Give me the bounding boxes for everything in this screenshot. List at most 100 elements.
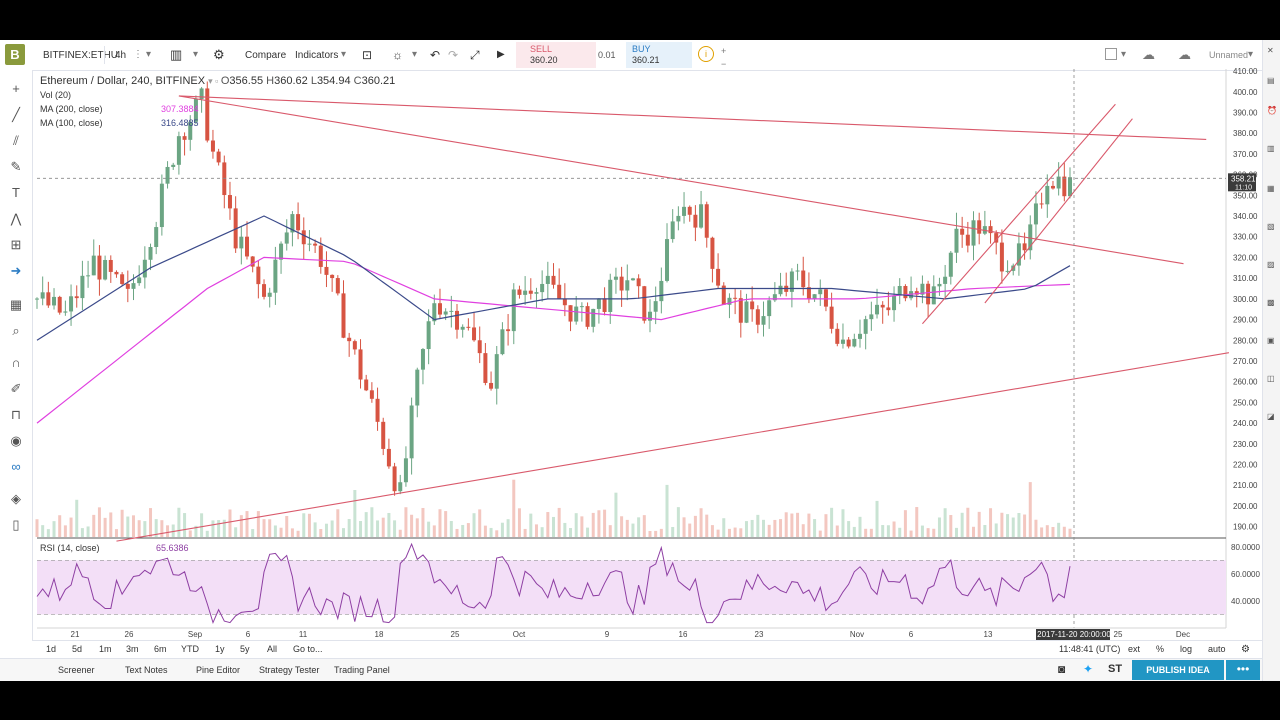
- symbol-search-input[interactable]: BITFINEX:ETHU: [43, 50, 119, 61]
- more-options-button[interactable]: •••: [1226, 660, 1260, 680]
- calendar-icon[interactable]: ▧: [1267, 222, 1275, 231]
- chevron-down-icon[interactable]: ▾: [193, 49, 199, 60]
- hotlist-icon[interactable]: ▦: [1267, 184, 1275, 193]
- alerts-icon[interactable]: ⏰: [1267, 106, 1277, 115]
- tab-strategy-tester[interactable]: Strategy Tester: [259, 665, 320, 675]
- range-5d[interactable]: 5d: [72, 644, 83, 654]
- tab-trading-panel[interactable]: Trading Panel: [334, 665, 390, 675]
- range-1d[interactable]: 1d: [46, 644, 57, 654]
- fullscreen-icon[interactable]: ⤢: [470, 48, 480, 62]
- compare-button[interactable]: Compare: [245, 50, 287, 61]
- replay-icon[interactable]: ▶: [497, 49, 505, 60]
- lock-icon[interactable]: ⊓: [10, 407, 22, 422]
- link-icon[interactable]: ∞: [11, 459, 21, 474]
- info-icon[interactable]: i: [698, 46, 714, 62]
- brush-icon[interactable]: ✎: [10, 159, 22, 174]
- legend-menu-icon[interactable]: ▾ ▫: [208, 76, 221, 86]
- pitchfork-icon[interactable]: ⫽: [13, 133, 19, 148]
- range-6m[interactable]: 6m: [154, 644, 167, 654]
- tab-text-notes[interactable]: Text Notes: [125, 665, 168, 675]
- measure-icon[interactable]: ▦: [9, 297, 23, 312]
- layout-icon[interactable]: [1105, 48, 1117, 60]
- range-3m[interactable]: 3m: [126, 644, 139, 654]
- chart-style-candles-icon[interactable]: ▥: [170, 47, 183, 62]
- text-icon[interactable]: T: [12, 185, 20, 200]
- goto-date-button[interactable]: Go to...: [293, 644, 323, 654]
- trendline: [984, 118, 1133, 304]
- streams-icon[interactable]: ▣: [1267, 336, 1275, 345]
- watchlist-icon[interactable]: ▤: [1267, 76, 1275, 85]
- stocktwits-icon[interactable]: ST: [1108, 663, 1123, 675]
- templates-icon[interactable]: ⊡: [362, 48, 373, 62]
- range-ytd[interactable]: YTD: [181, 644, 199, 654]
- data-window-icon[interactable]: ▥: [1267, 144, 1275, 153]
- redo-icon[interactable]: ↷: [448, 48, 459, 62]
- tab-screener[interactable]: Screener: [58, 665, 95, 675]
- gear-icon[interactable]: ⚙: [1241, 644, 1250, 655]
- tab-pine-editor[interactable]: Pine Editor: [196, 665, 241, 675]
- publish-idea-button[interactable]: PUBLISH IDEA: [1132, 660, 1224, 680]
- interval-menu-icon[interactable]: ⋮: [133, 49, 143, 60]
- volume-bar: [994, 523, 998, 537]
- interval-button[interactable]: 4h: [115, 50, 127, 61]
- candle-body: [284, 232, 289, 244]
- volume-bar: [807, 513, 811, 537]
- gear-icon[interactable]: ⚙: [213, 47, 225, 62]
- candle-body: [398, 482, 403, 492]
- candle-body: [579, 306, 584, 308]
- close-icon[interactable]: ✕: [1267, 46, 1274, 55]
- candle-body: [540, 283, 545, 293]
- chevron-down-icon[interactable]: ▾: [146, 49, 152, 60]
- sell-button[interactable]: SELL 360.20: [516, 42, 596, 68]
- ma200-legend[interactable]: MA (200, close): [40, 104, 103, 114]
- crosshair-icon[interactable]: +: [12, 81, 20, 96]
- news-icon[interactable]: ◫: [1267, 374, 1275, 383]
- ext-toggle[interactable]: ext: [1128, 644, 1141, 654]
- indicators-button[interactable]: Indicators: [295, 50, 339, 61]
- twitter-icon[interactable]: ✦: [1083, 662, 1094, 676]
- ideas-icon[interactable]: ▨: [1267, 260, 1275, 269]
- chart-canvas[interactable]: 410.00400.00390.00380.00370.00360.00350.…: [0, 40, 1262, 640]
- eye-icon[interactable]: ◉: [10, 433, 22, 448]
- chat-icon[interactable]: ▩: [1267, 298, 1275, 307]
- zoom-icon[interactable]: ⌕: [12, 323, 20, 338]
- range-1m[interactable]: 1m: [99, 644, 112, 654]
- cloud-upload-icon[interactable]: ☁: [1178, 47, 1191, 62]
- volume-bar: [796, 512, 800, 537]
- prediction-icon[interactable]: ⊞: [10, 237, 22, 252]
- alert-icon[interactable]: ☼: [392, 48, 403, 62]
- layers-icon[interactable]: ◈: [11, 491, 21, 506]
- help-icon[interactable]: ◪: [1267, 412, 1275, 421]
- pattern-icon[interactable]: ⋀: [10, 211, 22, 226]
- percent-toggle[interactable]: %: [1156, 644, 1165, 654]
- auto-toggle[interactable]: auto: [1208, 644, 1226, 654]
- chevron-down-icon[interactable]: ▾: [1121, 49, 1127, 60]
- magnet-icon[interactable]: ∩: [11, 355, 21, 370]
- sell-label: SELL: [530, 44, 553, 54]
- range-1y[interactable]: 1y: [215, 644, 225, 654]
- trend-line-icon[interactable]: ╱: [12, 107, 20, 122]
- pencil-lock-icon[interactable]: ✐: [10, 381, 22, 396]
- minus-icon[interactable]: −: [721, 59, 727, 69]
- ma100-legend[interactable]: MA (100, close): [40, 118, 103, 128]
- chevron-down-icon[interactable]: ▾: [412, 49, 418, 60]
- range-5y[interactable]: 5y: [240, 644, 250, 654]
- cloud-icon[interactable]: ☁: [1142, 47, 1155, 62]
- arrow-icon[interactable]: ➜: [10, 263, 22, 278]
- candle-body: [103, 259, 108, 280]
- undo-icon[interactable]: ↶: [430, 48, 441, 62]
- time-tick-label: Oct: [513, 630, 526, 639]
- log-toggle[interactable]: log: [1180, 644, 1193, 654]
- logo-icon[interactable]: B: [5, 44, 25, 65]
- camera-icon[interactable]: ◙: [1058, 662, 1066, 676]
- volume-legend[interactable]: Vol (20): [40, 90, 72, 100]
- candle-body: [239, 236, 244, 249]
- chevron-down-icon[interactable]: ▾: [341, 49, 347, 60]
- range-all[interactable]: All: [267, 644, 278, 654]
- buy-button[interactable]: BUY 360.21: [626, 42, 692, 68]
- plus-icon[interactable]: +: [721, 46, 727, 56]
- chevron-down-icon[interactable]: ▾: [1248, 49, 1254, 60]
- layout-name[interactable]: Unnamed: [1209, 50, 1249, 60]
- trash-icon[interactable]: ▯: [12, 517, 20, 532]
- rsi-legend[interactable]: RSI (14, close): [40, 543, 100, 553]
